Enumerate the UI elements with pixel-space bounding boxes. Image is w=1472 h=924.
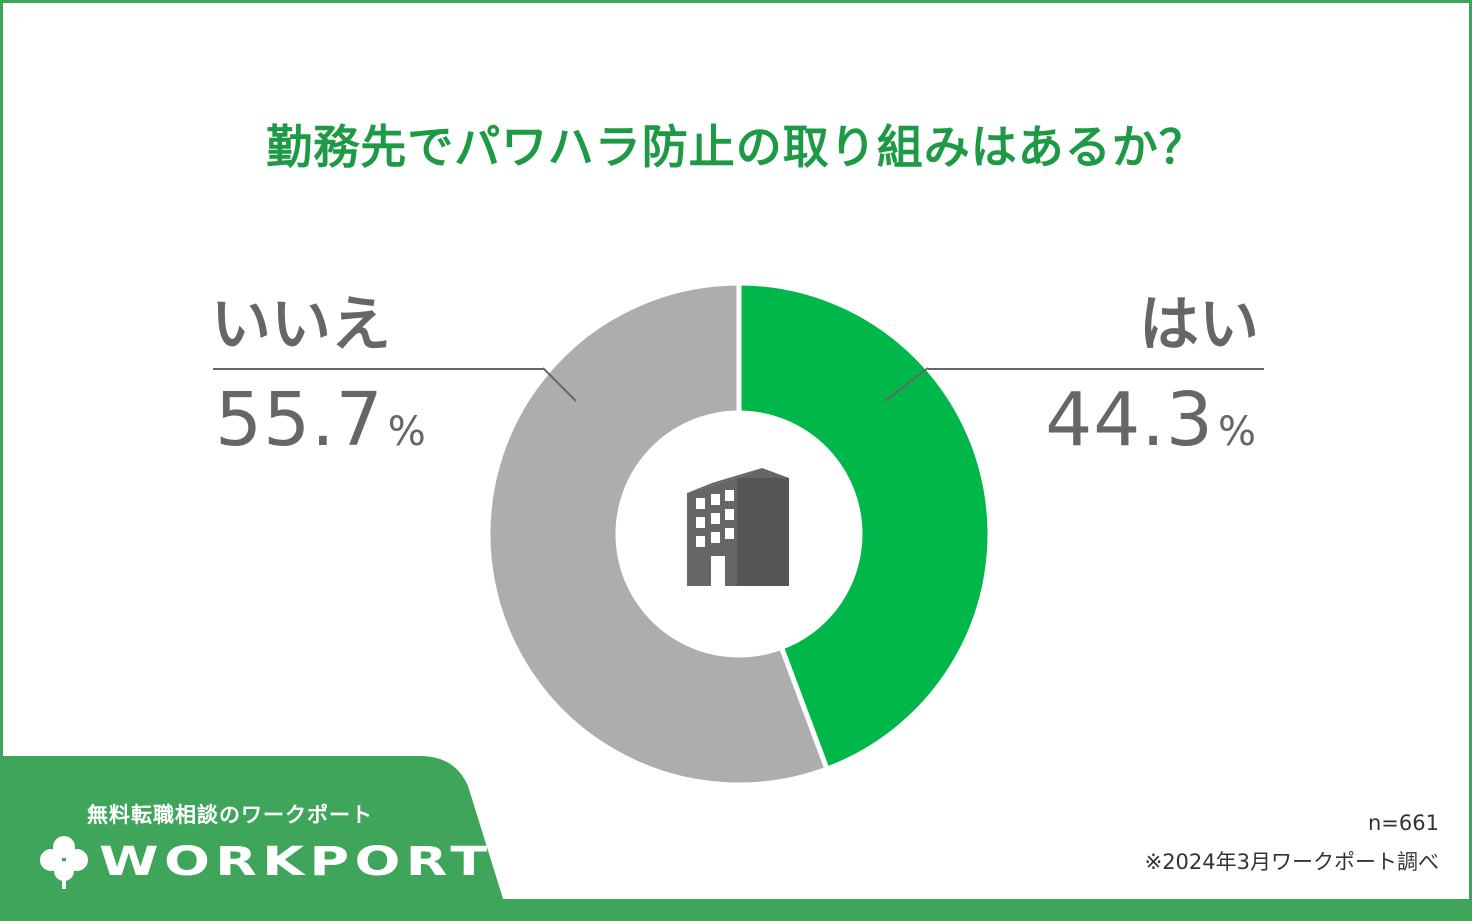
logo-wordmark: WORKPORT xyxy=(99,839,493,885)
donut-chart xyxy=(485,280,993,788)
percent-unit-no: % xyxy=(387,409,427,455)
percent-value-no: 55.7 xyxy=(215,377,384,463)
source-note: ※2024年3月ワークポート調べ xyxy=(1144,850,1439,874)
leader-rule-no xyxy=(213,368,543,370)
percent-unit-yes: % xyxy=(1217,409,1257,455)
percent-value-yes: 44.3 xyxy=(1045,377,1214,463)
donut-slice-yes xyxy=(736,280,993,773)
leader-line-yes xyxy=(884,367,929,402)
category-label-no: いいえ xyxy=(211,290,391,360)
percent-label-yes: 44.3% xyxy=(1045,383,1257,457)
leader-line-no xyxy=(542,367,577,402)
logo-panel xyxy=(0,756,504,902)
leader-rule-yes xyxy=(928,368,1264,370)
chart-title: 勤務先でパワハラ防止の取り組みはあるか？ xyxy=(266,120,1206,174)
clover-icon xyxy=(40,836,88,889)
logo-tagline: 無料転職相談のワークポート xyxy=(87,803,373,827)
donut-slice-no xyxy=(485,280,831,788)
percent-label-no: 55.7% xyxy=(215,383,427,457)
category-label-yes: はい xyxy=(1139,290,1259,360)
sample-size-note: n=661 xyxy=(1368,811,1439,835)
office-building-icon xyxy=(687,468,789,586)
